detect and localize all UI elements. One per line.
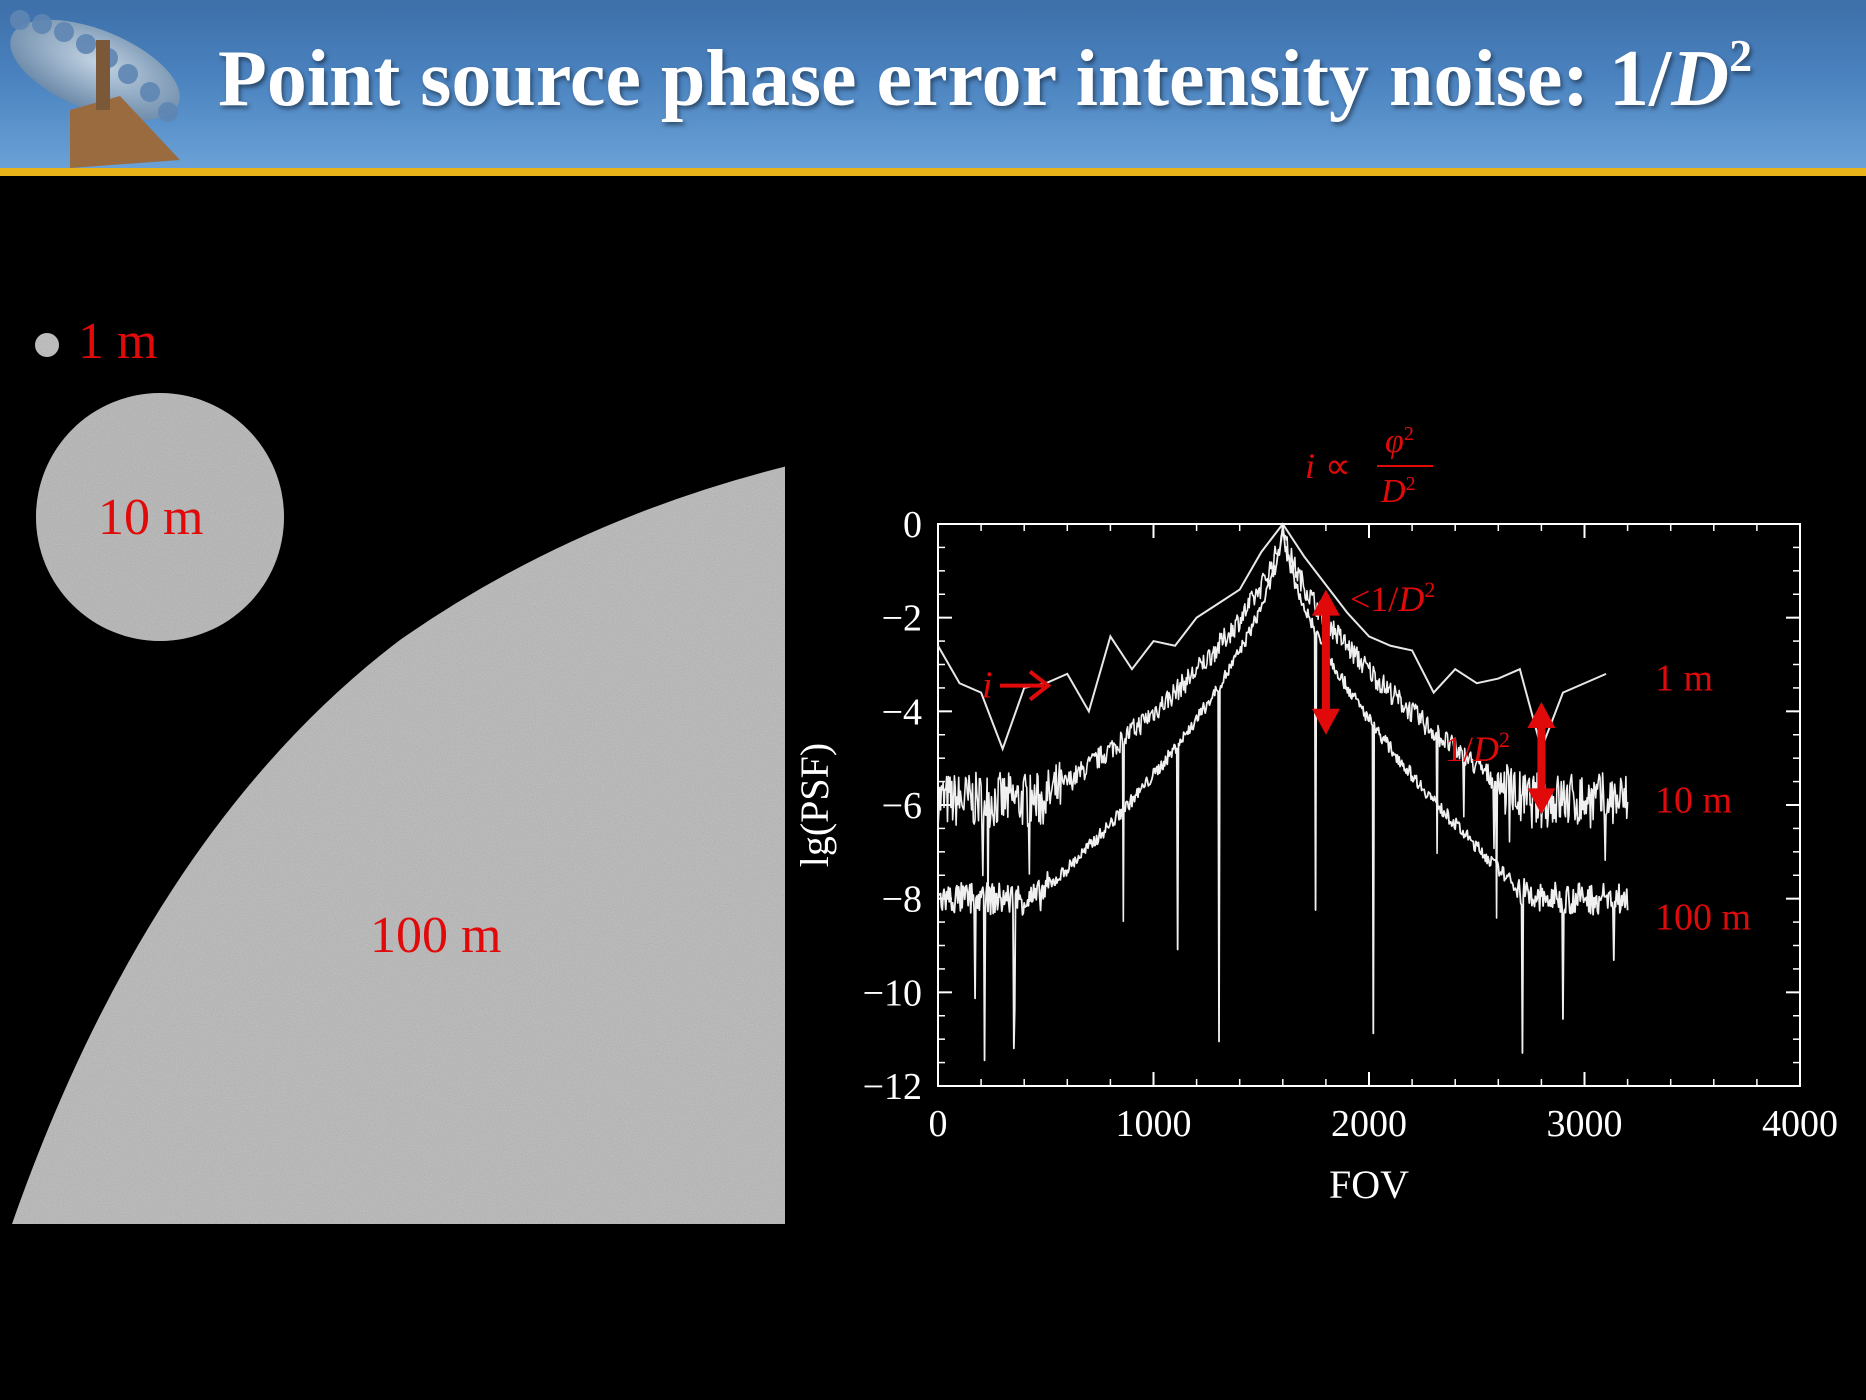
label-inverse-d2: 1/D2 [1445,727,1510,769]
formula-i: i [1305,446,1315,486]
x-tick-label: 2000 [1331,1103,1407,1145]
formula-numerator: φ2 [1385,423,1414,460]
series-1m-line [937,522,1607,753]
series-10m-line [937,523,1629,923]
slide-header [0,0,1866,168]
title-variable: D [1671,35,1730,123]
radio-telescope-icon [10,10,180,168]
label-lt-inverse-d2: <1/D2 [1350,577,1435,619]
formula-proportional: ∝ [1325,446,1351,486]
title-exponent: 2 [1729,30,1753,82]
y-tick-label: −10 [863,972,922,1014]
series-label-10m: 10 m [1655,779,1732,821]
series-label-1m: 1 m [1655,658,1713,700]
aperture-10m [36,393,284,641]
y-tick-label: −12 [863,1066,922,1108]
aperture-100m [12,433,785,1224]
label-i: i [982,664,993,706]
x-tick-label: 4000 [1762,1103,1838,1145]
x-tick-label: 0 [929,1103,948,1145]
title-text: Point source phase error intensity noise… [218,35,1672,123]
x-tick-label: 1000 [1116,1103,1192,1145]
arrow-inverse-d2-head-top [1527,701,1556,728]
y-axis-label: lg(PSF) [792,743,837,868]
y-tick-label: −8 [882,879,922,921]
y-tick-label: 0 [903,504,922,546]
aperture-label-1m: 1 m [78,313,158,370]
arrow-inverse-d2-head-bottom [1527,788,1556,815]
arrow-lt-inverse-d2-head-top [1311,589,1340,616]
series-label-100m: 100 m [1655,896,1751,938]
aperture-label-10m: 10 m [98,489,204,546]
aperture-label-100m: 100 m [370,907,502,964]
aperture-1m [35,333,59,357]
header-accent-line [0,168,1866,176]
series-100m-line [937,523,1629,1062]
i-arrow-head [1028,669,1052,702]
y-tick-label: −6 [882,785,922,827]
slide-title: Point source phase error intensity noise… [218,30,1752,125]
psf-chart: 0 1000 2000 3000 4000 0 −2 −4 −6 −8 −10 −12 FOV lg(PS… [792,423,1838,1207]
x-axis-label: FOV [1329,1162,1409,1207]
arrow-lt-inverse-d2-head-bottom [1311,708,1340,735]
y-tick-label: −2 [882,598,922,640]
formula-denominator: D2 [1380,473,1416,510]
y-tick-label: −4 [882,691,922,733]
x-tick-label: 3000 [1547,1103,1623,1145]
